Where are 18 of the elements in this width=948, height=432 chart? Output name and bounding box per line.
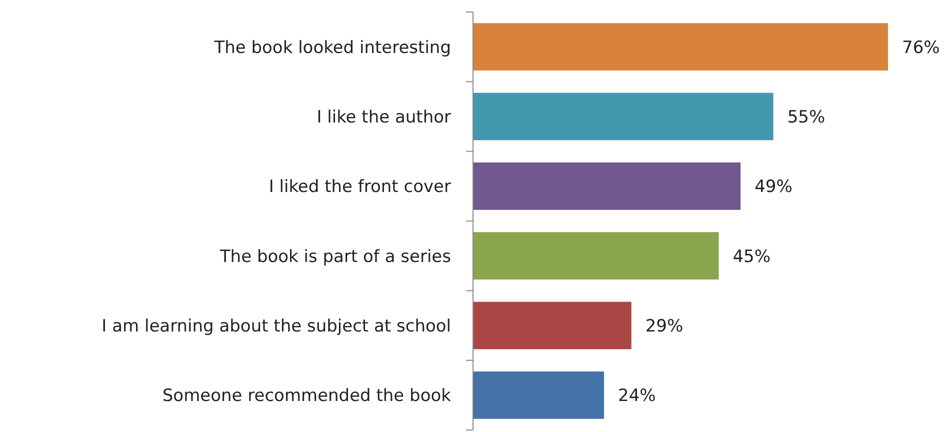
bar bbox=[473, 92, 774, 140]
bar bbox=[473, 23, 888, 71]
y-tick-label: The book is part of a series bbox=[218, 246, 452, 267]
data-label: 45% bbox=[732, 246, 771, 267]
y-tick-label: I am learning about the subject at school bbox=[102, 316, 451, 336]
data-label: 24% bbox=[618, 386, 656, 406]
bar bbox=[473, 371, 604, 419]
y-tick-label: The book looked interesting bbox=[213, 38, 451, 58]
data-label: 76% bbox=[902, 38, 940, 58]
y-tick-label: I like the author bbox=[316, 107, 452, 128]
data-label: 55% bbox=[787, 107, 826, 128]
bar bbox=[473, 232, 719, 280]
bar bbox=[473, 302, 632, 350]
data-label: 49% bbox=[754, 177, 792, 198]
data-label: 29% bbox=[645, 316, 684, 336]
y-tick-label: I liked the front cover bbox=[268, 177, 451, 198]
y-tick-label: Someone recommended the book bbox=[162, 386, 452, 406]
bar bbox=[473, 162, 741, 210]
